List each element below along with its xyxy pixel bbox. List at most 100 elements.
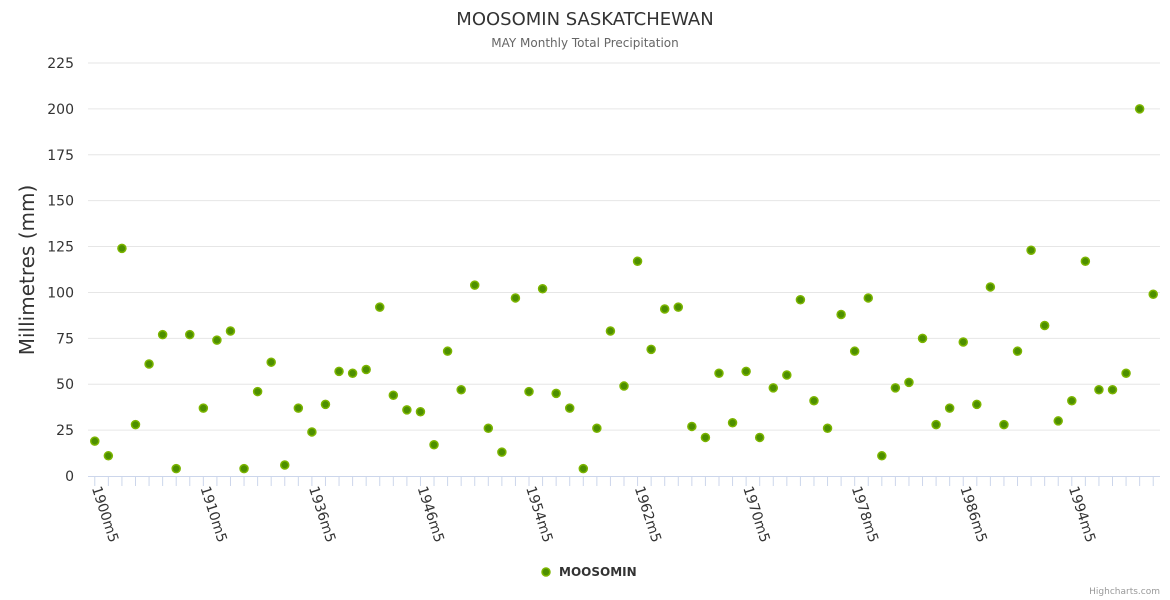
data-point[interactable] <box>605 326 616 336</box>
data-point[interactable] <box>157 329 168 340</box>
data-point[interactable] <box>347 368 358 378</box>
y-tick-label: 125 <box>47 240 74 256</box>
data-point[interactable] <box>293 403 304 413</box>
x-tick-label: 1936m5 <box>305 484 338 544</box>
legend-item-moosomin[interactable]: MOOSOMIN <box>541 565 637 579</box>
x-tick-label: 1994m5 <box>1065 484 1098 544</box>
data-point[interactable] <box>782 370 792 380</box>
y-tick-label: 175 <box>47 148 74 164</box>
data-point[interactable] <box>1039 320 1050 331</box>
data-point[interactable] <box>415 407 426 417</box>
data-point[interactable] <box>551 388 561 399</box>
data-point[interactable] <box>673 302 684 312</box>
data-point[interactable] <box>1107 384 1118 395</box>
data-point[interactable] <box>320 399 331 410</box>
data-point[interactable] <box>1080 256 1091 266</box>
data-point[interactable] <box>90 436 100 446</box>
data-point[interactable] <box>1067 395 1077 406</box>
data-point[interactable] <box>999 419 1009 430</box>
data-point[interactable] <box>700 432 711 443</box>
data-point[interactable] <box>103 451 114 461</box>
x-axis: 1900m5 1910m5 1936m5 1946m5 1954m5 1962m5 1970… <box>88 476 1160 545</box>
x-tick-label: 1962m5 <box>631 484 664 544</box>
data-point[interactable] <box>822 423 833 434</box>
data-point[interactable] <box>768 383 779 393</box>
data-point[interactable] <box>727 418 738 428</box>
data-point[interactable] <box>307 427 317 437</box>
data-point[interactable] <box>212 335 222 345</box>
legend-label: MOOSOMIN <box>559 565 637 579</box>
data-point[interactable] <box>280 460 290 470</box>
data-point[interactable] <box>1134 104 1145 114</box>
data-point[interactable] <box>836 309 846 320</box>
data-point[interactable] <box>687 421 697 432</box>
data-point[interactable] <box>592 423 602 434</box>
data-point[interactable] <box>754 432 765 443</box>
data-point[interactable] <box>1148 289 1158 300</box>
x-tick-label: 1986m5 <box>956 484 989 544</box>
y-tick-label: 50 <box>56 377 74 393</box>
data-point[interactable] <box>1053 416 1063 426</box>
data-point[interactable] <box>632 256 643 266</box>
data-point[interactable] <box>849 346 860 356</box>
y-tick-label: 75 <box>56 331 74 347</box>
data-point[interactable] <box>904 377 914 388</box>
data-point[interactable] <box>402 405 412 415</box>
data-point[interactable] <box>374 302 385 312</box>
data-point[interactable] <box>1026 245 1036 255</box>
data-point[interactable] <box>144 359 154 369</box>
data-point[interactable] <box>809 395 819 406</box>
chart-subtitle: MAY Monthly Total Precipitation <box>491 36 678 50</box>
data-point[interactable] <box>714 368 724 378</box>
data-point[interactable] <box>185 329 195 340</box>
data-point[interactable] <box>863 293 874 303</box>
data-point[interactable] <box>198 403 209 413</box>
data-point[interactable] <box>958 337 968 347</box>
data-point[interactable] <box>917 333 928 344</box>
data-point[interactable] <box>619 381 629 391</box>
data-point[interactable] <box>524 386 534 397</box>
x-tick-label: 1910m5 <box>197 484 230 544</box>
data-point[interactable] <box>252 386 263 397</box>
data-point[interactable] <box>388 390 399 400</box>
credits-link[interactable]: Highcharts.com <box>1089 587 1160 597</box>
data-point[interactable] <box>741 366 751 377</box>
data-point[interactable] <box>361 364 371 375</box>
data-point[interactable] <box>334 366 344 377</box>
data-point[interactable] <box>931 419 941 430</box>
data-point[interactable] <box>442 346 453 356</box>
data-point[interactable] <box>1094 384 1104 395</box>
data-point[interactable] <box>877 451 887 461</box>
data-point[interactable] <box>1121 368 1131 378</box>
legend-marker <box>541 567 551 577</box>
series-points <box>90 104 1158 474</box>
data-point[interactable] <box>646 344 656 355</box>
data-point[interactable] <box>225 326 236 336</box>
data-point[interactable] <box>469 280 480 290</box>
data-point[interactable] <box>510 293 521 303</box>
data-point[interactable] <box>578 463 589 474</box>
data-point[interactable] <box>795 295 806 305</box>
data-point[interactable] <box>130 419 141 430</box>
data-point[interactable] <box>483 423 494 434</box>
data-point[interactable] <box>890 383 901 393</box>
data-point[interactable] <box>239 463 249 474</box>
data-point[interactable] <box>456 384 466 395</box>
data-point[interactable] <box>266 357 276 367</box>
data-point[interactable] <box>659 304 670 314</box>
y-tick-label: 150 <box>47 194 74 210</box>
data-point[interactable] <box>117 243 127 254</box>
data-point[interactable] <box>171 463 181 474</box>
data-point[interactable] <box>497 447 507 457</box>
x-tick-label: 1946m5 <box>414 484 447 544</box>
chart-title: MOOSOMIN SASKATCHEWAN <box>456 9 713 30</box>
data-point[interactable] <box>564 403 575 413</box>
data-point[interactable] <box>1012 346 1023 356</box>
data-point[interactable] <box>429 440 439 450</box>
data-point[interactable] <box>972 399 982 410</box>
data-point[interactable] <box>985 282 996 292</box>
y-tick-label: 200 <box>47 102 74 118</box>
data-point[interactable] <box>944 403 955 413</box>
data-point[interactable] <box>537 284 548 294</box>
y-tick-label: 0 <box>65 469 74 485</box>
